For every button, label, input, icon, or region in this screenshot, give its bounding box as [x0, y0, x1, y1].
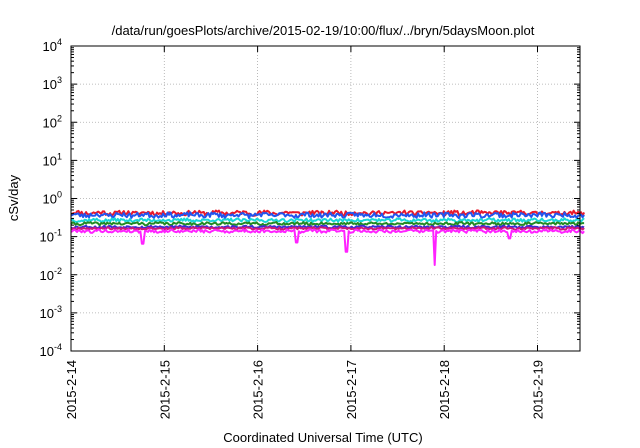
ticks: 10-4 10-3 10-2 10-1 100 101 102 103 104 2015-2-14…: [40, 37, 580, 419]
y-tick-label: 100: [43, 190, 62, 207]
chart-title: /data/run/goesPlots/archive/2015-02-19/1…: [112, 23, 535, 38]
y-tick-label: 102: [43, 113, 62, 130]
x-axis-label: Coordinated Universal Time (UTC): [223, 430, 422, 445]
series-line: [70, 228, 585, 266]
x-tick-label: 2015-2-18: [437, 360, 452, 419]
y-axis-label: cSv/day: [6, 174, 21, 221]
y-tick-label: 10-3: [40, 304, 62, 321]
y-tick-label: 103: [43, 75, 62, 92]
x-tick-label: 2015-2-19: [531, 360, 546, 419]
y-tick-label: 10-1: [40, 228, 62, 245]
y-tick-label: 104: [43, 37, 62, 54]
x-tick-label: 2015-2-16: [251, 360, 266, 419]
y-tick-label: 101: [43, 151, 62, 168]
y-tick-label: 10-4: [40, 342, 62, 359]
series-group: [70, 209, 586, 266]
grid: [71, 46, 580, 351]
series-line: [70, 217, 585, 224]
x-tick-label: 2015-2-17: [344, 360, 359, 419]
series-line: [70, 221, 585, 227]
x-tick-label: 2015-2-15: [157, 360, 172, 419]
x-tick-label: 2015-2-14: [64, 360, 79, 419]
series-line: [70, 211, 585, 220]
y-tick-label: 10-2: [40, 266, 62, 283]
